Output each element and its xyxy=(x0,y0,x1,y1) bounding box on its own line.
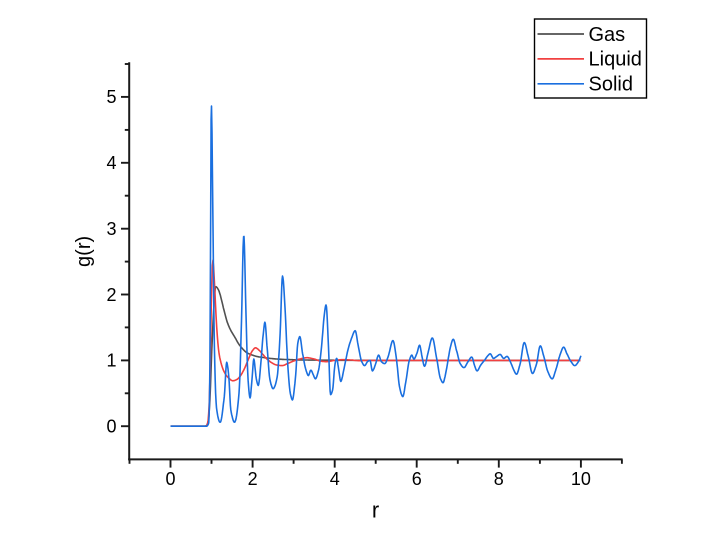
svg-text:0: 0 xyxy=(106,417,116,437)
svg-text:8: 8 xyxy=(494,469,504,489)
svg-text:1: 1 xyxy=(106,351,116,371)
svg-text:5: 5 xyxy=(106,87,116,107)
svg-text:3: 3 xyxy=(106,219,116,239)
svg-text:6: 6 xyxy=(412,469,422,489)
svg-text:4: 4 xyxy=(106,153,116,173)
svg-text:g(r): g(r) xyxy=(73,236,95,267)
svg-text:Gas: Gas xyxy=(589,24,626,46)
svg-text:Solid: Solid xyxy=(589,74,633,96)
svg-text:2: 2 xyxy=(248,469,258,489)
svg-text:2: 2 xyxy=(106,285,116,305)
svg-text:4: 4 xyxy=(330,469,340,489)
svg-text:0: 0 xyxy=(165,469,175,489)
svg-text:Liquid: Liquid xyxy=(589,49,642,71)
svg-text:r: r xyxy=(372,498,379,523)
svg-text:10: 10 xyxy=(571,469,591,489)
